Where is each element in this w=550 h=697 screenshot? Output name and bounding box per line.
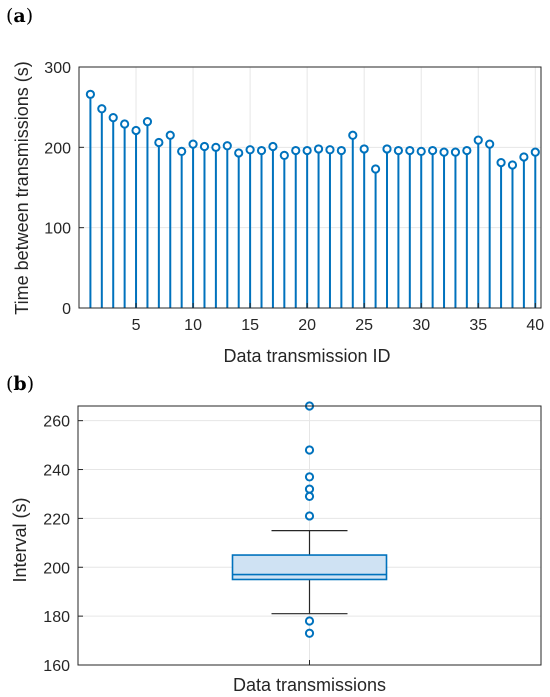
stem-marker — [462, 145, 472, 156]
x-tick-label: 25 — [355, 317, 373, 334]
panel-a: (a) 5 10 15 20 25 30 35 40 0 100 200 300 Data tran… — [6, 5, 544, 366]
y-tick-label: 300 — [44, 60, 71, 77]
stem-marker — [131, 125, 141, 136]
stem-marker — [370, 164, 381, 174]
stem-marker — [234, 148, 244, 158]
stem-marker — [348, 130, 358, 140]
y-tick-label: 160 — [43, 658, 70, 675]
y-tick-label: 260 — [43, 414, 70, 431]
stem-marker — [519, 152, 529, 162]
stem-marker — [279, 150, 289, 160]
x-tick-label: 15 — [241, 317, 259, 334]
stem-marker — [97, 104, 107, 114]
stem-marker — [393, 145, 404, 156]
stem-marker — [428, 145, 438, 156]
stem-marker — [416, 146, 426, 156]
panel-a-plot-frame — [78, 66, 542, 309]
panel-a-stems — [85, 89, 540, 308]
y-tick-label: 180 — [43, 609, 70, 626]
outlier-point — [304, 616, 315, 626]
stem-marker — [473, 135, 483, 145]
panel-b-label: (b) — [6, 373, 34, 395]
panel-a-label: (a) — [6, 5, 33, 27]
x-category-label: Data transmissions — [233, 675, 386, 695]
stem-marker — [325, 145, 335, 155]
outlier-point — [304, 445, 315, 455]
stem-marker — [439, 147, 449, 157]
panel-b: (b) 160 180 200 220 240 260 Data transmission… — [6, 373, 542, 695]
panel-a-y-ticks: 0 100 200 300 — [44, 60, 84, 318]
stem-marker — [256, 145, 267, 156]
y-tick-label: 100 — [44, 221, 71, 238]
panel-b-x-ticks: Data transmissions — [233, 660, 386, 695]
panel-b-y-axis-label: Interval (s) — [10, 497, 30, 582]
outlier-point — [304, 472, 315, 482]
stem-marker — [222, 141, 232, 151]
stem-marker — [382, 144, 392, 154]
panel-a-y-axis-label: Time between transmissions (s) — [12, 61, 32, 314]
stem-marker — [530, 147, 540, 157]
x-tick-label: 5 — [132, 317, 141, 334]
panel-a-x-axis-label: Data transmission ID — [223, 346, 390, 366]
y-tick-label: 0 — [62, 301, 71, 318]
stem-marker — [485, 139, 495, 149]
stem-marker — [507, 160, 518, 170]
stem-marker — [291, 145, 301, 156]
stem-marker — [165, 130, 175, 140]
stem-marker — [199, 141, 210, 152]
stem-marker — [268, 141, 278, 152]
stem-marker — [177, 146, 187, 156]
stem-marker — [120, 119, 130, 129]
y-tick-label: 240 — [43, 463, 70, 480]
outlier-point — [304, 484, 315, 494]
stem-marker — [313, 144, 324, 154]
panel-a-x-ticks: 5 10 15 20 25 30 35 40 — [132, 303, 544, 334]
iqr-box — [231, 554, 388, 581]
stem-marker — [405, 145, 415, 156]
stem-marker — [496, 157, 506, 168]
stem-marker — [85, 89, 96, 99]
x-tick-label: 20 — [298, 317, 316, 334]
stem-marker — [188, 139, 198, 149]
y-tick-label: 200 — [44, 140, 71, 157]
outlier-point — [304, 511, 315, 521]
x-tick-label: 10 — [184, 317, 202, 334]
outlier-point — [304, 491, 315, 502]
stem-marker — [154, 137, 164, 148]
panel-b-y-ticks: 160 180 200 220 240 260 — [43, 414, 83, 675]
stem-marker — [245, 145, 255, 155]
x-tick-label: 35 — [469, 317, 487, 334]
stem-marker — [142, 117, 153, 127]
stem-marker — [450, 147, 461, 157]
panel-b-boxplot — [231, 401, 388, 638]
stem-marker — [108, 113, 118, 123]
y-tick-label: 220 — [43, 511, 70, 528]
x-tick-label: 30 — [412, 317, 430, 334]
stem-marker — [359, 144, 369, 154]
stem-marker — [211, 142, 221, 152]
outlier-point — [304, 628, 315, 638]
x-tick-label: 40 — [526, 317, 544, 334]
stem-marker — [302, 145, 312, 156]
stem-marker — [336, 145, 346, 156]
y-tick-label: 200 — [43, 560, 70, 577]
